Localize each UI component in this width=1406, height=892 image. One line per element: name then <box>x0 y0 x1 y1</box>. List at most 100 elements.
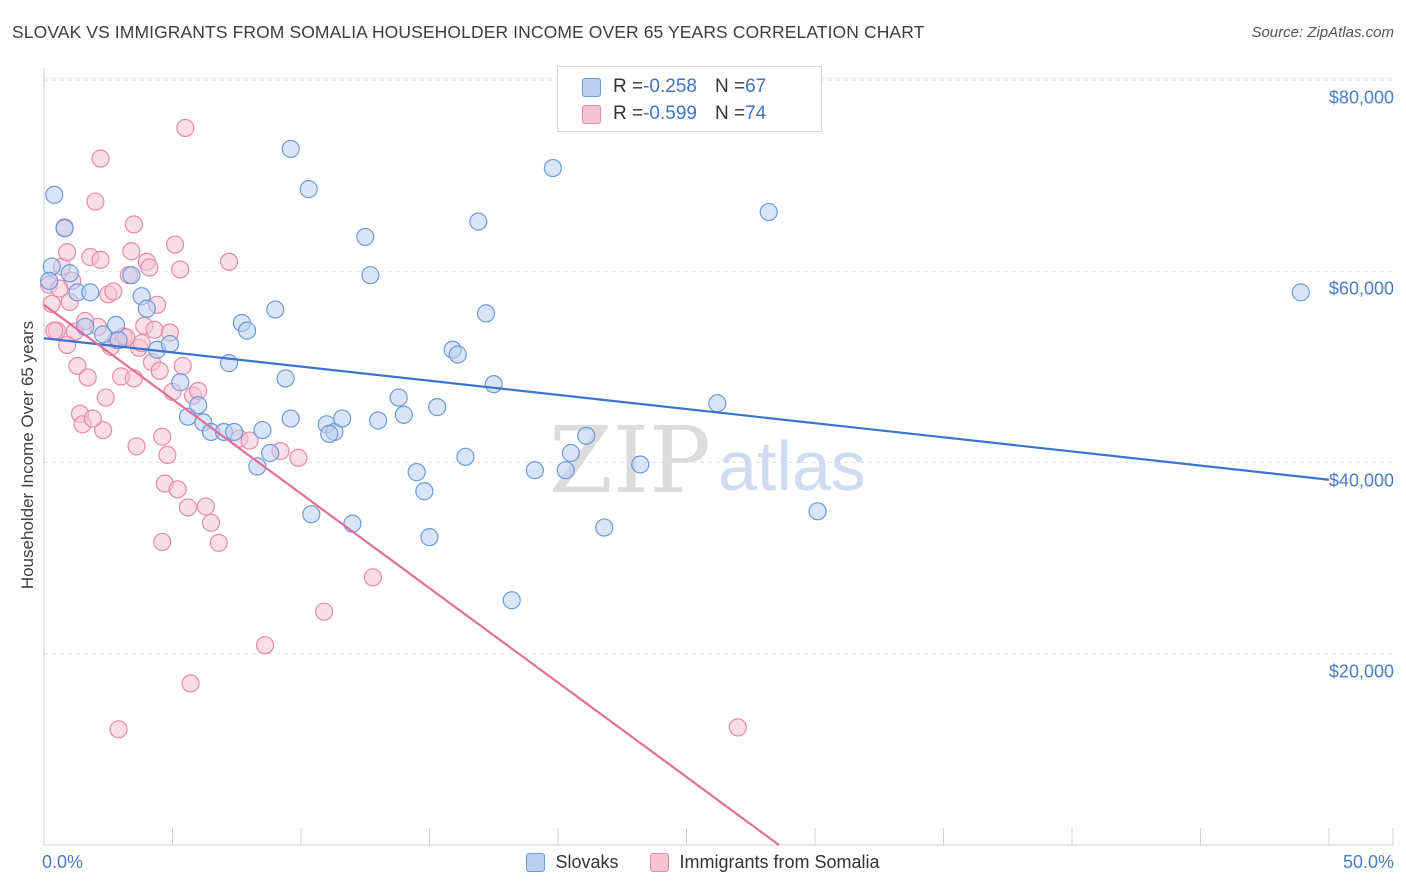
data-point-somalia <box>209 533 228 552</box>
data-point-somalia <box>122 242 141 261</box>
data-point-somalia <box>240 431 259 450</box>
data-point-slovaks <box>389 388 408 407</box>
data-point-slovaks <box>561 443 580 463</box>
legend-r-value: -0.599 <box>643 103 697 124</box>
data-point-slovaks <box>81 283 100 302</box>
source-label: Source: ZipAtlas.com <box>1251 24 1394 41</box>
data-point-somalia <box>171 260 190 279</box>
data-point-slovaks <box>302 505 321 524</box>
data-point-slovaks <box>266 300 285 319</box>
data-point-somalia <box>140 258 159 277</box>
data-point-slovaks <box>248 457 267 476</box>
data-point-slovaks <box>299 180 318 199</box>
legend-item-somalia[interactable]: Immigrants from Somalia <box>650 852 880 873</box>
data-point-somalia <box>124 215 144 234</box>
y-tick-label: $40,000 <box>1328 470 1394 491</box>
data-point-slovaks <box>237 321 257 340</box>
y-tick-label: $20,000 <box>1328 661 1394 682</box>
data-point-slovaks <box>420 528 439 547</box>
series-slovaks <box>40 139 1310 610</box>
data-point-somalia <box>83 409 102 428</box>
data-point-slovaks <box>343 514 362 533</box>
data-point-slovaks <box>253 420 272 440</box>
legend-row-somalia: R = -0.599 N = 74 <box>582 101 766 127</box>
data-point-somalia <box>124 369 144 388</box>
data-point-somalia <box>219 252 239 271</box>
data-point-slovaks <box>708 394 727 413</box>
axes <box>43 68 1394 846</box>
data-point-slovaks <box>60 264 79 283</box>
data-point-somalia <box>127 437 146 456</box>
trend-line-slovaks <box>43 337 1330 481</box>
data-point-somalia <box>91 149 110 168</box>
data-point-slovaks <box>276 369 295 388</box>
data-point-somalia <box>165 235 185 254</box>
data-point-slovaks <box>448 345 467 364</box>
data-point-slovaks <box>502 591 521 610</box>
data-point-slovaks <box>189 396 208 415</box>
data-point-somalia <box>109 720 128 739</box>
data-point-somalia <box>158 445 177 465</box>
data-point-slovaks <box>469 212 488 231</box>
legend-swatch-blue <box>526 853 546 872</box>
legend-item-slovaks[interactable]: Slovaks <box>526 852 618 873</box>
legend-row-slovaks: R = -0.258 N = 67 <box>582 74 766 100</box>
data-point-somalia <box>91 250 110 269</box>
data-point-slovaks <box>407 463 426 482</box>
data-point-slovaks <box>137 299 156 318</box>
watermark-atlas: atlas <box>718 427 866 505</box>
trend-lines <box>43 303 1330 846</box>
legend-r-label: R = <box>613 103 644 124</box>
data-point-slovaks <box>1291 283 1310 302</box>
data-point-slovaks <box>160 334 180 354</box>
legend-n-value: 67 <box>745 76 767 97</box>
data-point-slovaks <box>281 409 300 428</box>
data-point-slovaks <box>415 482 434 501</box>
data-point-slovaks <box>394 405 413 424</box>
watermark: ZIP atlas <box>549 407 866 514</box>
data-point-slovaks <box>45 185 64 204</box>
data-point-somalia <box>176 118 195 138</box>
legend-label-slovaks: Slovaks <box>555 852 619 872</box>
data-point-somalia <box>196 497 216 516</box>
data-point-somalia <box>153 427 172 446</box>
data-point-somalia <box>181 674 200 693</box>
data-point-slovaks <box>484 375 503 394</box>
trend-line-somalia <box>43 303 780 846</box>
data-point-slovaks <box>631 455 650 474</box>
y-tick-label: $80,000 <box>1328 87 1394 108</box>
data-point-slovaks <box>55 219 74 238</box>
data-point-slovaks <box>122 266 141 285</box>
data-point-slovaks <box>556 461 575 480</box>
data-point-slovaks <box>577 426 596 445</box>
data-point-somalia <box>132 333 151 353</box>
data-point-slovaks <box>476 304 496 323</box>
series-legend: Slovaks Immigrants from Somalia <box>0 852 1406 873</box>
data-point-somalia <box>45 321 64 340</box>
grid-lines <box>44 77 1393 655</box>
data-point-somalia <box>315 602 334 621</box>
data-point-somalia <box>363 568 383 587</box>
data-point-somalia <box>168 480 187 499</box>
data-point-slovaks <box>40 271 59 291</box>
legend-label-somalia: Immigrants from Somalia <box>679 852 880 872</box>
data-point-somalia <box>153 532 172 552</box>
data-point-slovaks <box>76 317 95 336</box>
data-point-somalia <box>255 636 275 655</box>
data-point-slovaks <box>171 373 190 392</box>
legend-r-value: -0.258 <box>643 76 697 97</box>
data-point-slovaks <box>225 422 244 442</box>
data-point-slovaks <box>759 202 778 222</box>
data-point-slovaks <box>109 331 128 350</box>
legend-n-label: N = <box>714 103 746 124</box>
legend-r-label: R = <box>613 76 644 97</box>
data-point-somalia <box>104 282 123 301</box>
data-point-somalia <box>289 448 308 467</box>
legend-swatch-pink <box>650 853 670 872</box>
data-point-somalia <box>94 420 113 440</box>
data-point-slovaks <box>320 424 339 443</box>
data-point-somalia <box>173 356 192 376</box>
data-point-somalia <box>96 388 115 407</box>
data-point-somalia <box>58 243 77 262</box>
